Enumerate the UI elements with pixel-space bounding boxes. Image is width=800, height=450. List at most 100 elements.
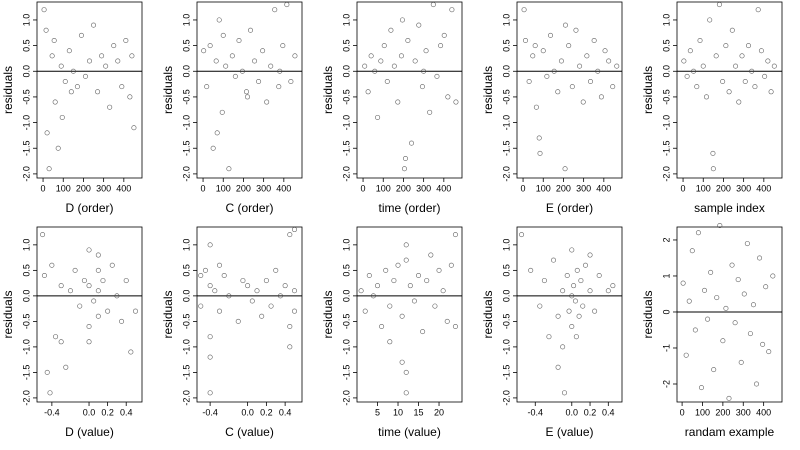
point [66, 48, 72, 54]
point [198, 272, 204, 278]
point [403, 390, 409, 396]
point [453, 99, 459, 105]
point [229, 53, 235, 59]
point [207, 242, 213, 248]
point [58, 283, 64, 289]
point [216, 17, 222, 23]
y-axis-label: residuals [1, 290, 15, 338]
point [119, 84, 125, 90]
y-tick-label: -1.0 [501, 339, 511, 355]
x-tick-label: 300 [576, 183, 591, 193]
point [277, 293, 283, 299]
point [74, 84, 80, 90]
x-tick-label: 300 [416, 183, 431, 193]
point [291, 288, 297, 294]
point [53, 334, 59, 340]
y-tick-label: 2 [661, 237, 671, 242]
point [287, 232, 293, 238]
y-tick-label: -1.5 [661, 140, 671, 156]
y-tick-label: -1.5 [181, 365, 191, 381]
point [713, 53, 719, 59]
x-tick-label: 20 [434, 407, 444, 417]
x-axis-label: C (order) [225, 201, 273, 215]
y-tick-label: -2.0 [661, 166, 671, 182]
x-tick-label: -0.4 [44, 407, 60, 417]
point [700, 63, 706, 69]
point [62, 79, 68, 85]
point [444, 318, 450, 324]
point [58, 63, 64, 69]
point [697, 37, 703, 43]
point [574, 267, 580, 273]
point [387, 303, 393, 309]
y-tick-label: -1.5 [21, 140, 31, 156]
point [551, 257, 557, 263]
point [754, 381, 760, 387]
y-tick-label: 0.5 [501, 264, 511, 277]
y-axis-label: residuals [161, 290, 175, 338]
point [383, 267, 389, 273]
y-tick-label: -0.5 [21, 89, 31, 105]
point [44, 369, 50, 375]
point [610, 84, 616, 90]
point [566, 43, 572, 49]
point [210, 145, 216, 151]
x-tick-label: 300 [736, 407, 751, 417]
y-tick-label: 0.5 [21, 39, 31, 52]
y-tick-label: 0.0 [21, 65, 31, 78]
point [239, 68, 245, 74]
point [681, 58, 687, 64]
point [582, 262, 588, 268]
y-tick-label: 0.0 [341, 65, 351, 78]
point [368, 53, 374, 59]
point [750, 302, 756, 308]
x-tick-label: 400 [596, 183, 611, 193]
y-tick-label: -1.5 [21, 365, 31, 381]
point [207, 283, 213, 289]
y-tick-label: -1.0 [501, 115, 511, 131]
y-tick-label: 0.5 [181, 39, 191, 52]
point [569, 323, 575, 329]
plot-frame [196, 1, 303, 179]
point [245, 283, 251, 289]
point [256, 79, 262, 85]
point [370, 293, 376, 299]
point [423, 48, 429, 54]
point [532, 43, 538, 49]
point [95, 288, 101, 294]
x-tick-label: 5 [375, 407, 380, 417]
plot-frame [516, 1, 623, 179]
y-tick-label: -2.0 [501, 390, 511, 406]
point [521, 7, 527, 13]
point [252, 58, 258, 64]
point [202, 267, 208, 273]
point [605, 288, 611, 294]
point [560, 288, 566, 294]
point [562, 166, 568, 172]
point [407, 283, 413, 289]
point [358, 288, 364, 294]
point [82, 73, 88, 79]
point [103, 63, 109, 69]
point [115, 58, 121, 64]
y-tick-label: -0.5 [21, 314, 31, 330]
point [405, 37, 411, 43]
point [540, 48, 546, 54]
point [689, 248, 695, 254]
y-tick-label: -1.0 [341, 115, 351, 131]
plot-frame [36, 1, 143, 179]
x-tick-label: 0 [201, 183, 206, 193]
point [217, 308, 223, 314]
point [391, 63, 397, 69]
y-tick-label: -0.5 [181, 314, 191, 330]
point [576, 313, 582, 319]
point [438, 43, 444, 49]
point [771, 63, 777, 69]
x-tick-label: 100 [56, 183, 71, 193]
point [240, 278, 246, 284]
point [445, 94, 451, 100]
point [100, 278, 106, 284]
y-tick-label: -2.0 [341, 390, 351, 406]
x-axis-label: D (value) [65, 425, 114, 439]
y-axis-label: residuals [161, 66, 175, 114]
